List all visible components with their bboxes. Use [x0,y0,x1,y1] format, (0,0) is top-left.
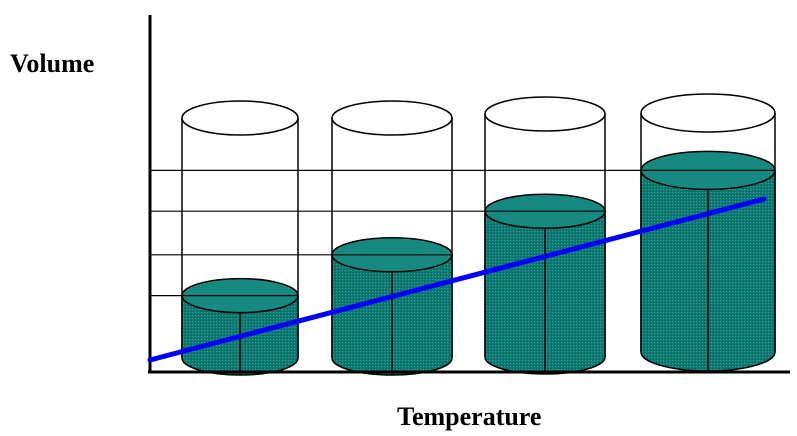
trend-line [147,196,767,363]
y-axis-label: Volume [10,49,94,78]
cylinder-rim [484,96,606,132]
cylinders-group [181,93,776,376]
cylinder-3 [484,96,606,375]
cylinder-4 [640,93,776,372]
cylinder-rim [181,100,299,136]
volume-guide-lines [150,169,775,297]
cylinder-rim [640,93,776,133]
cylinder-rim [331,100,453,136]
x-axis-label: Temperature [397,402,541,431]
cylinder-2 [331,100,453,376]
